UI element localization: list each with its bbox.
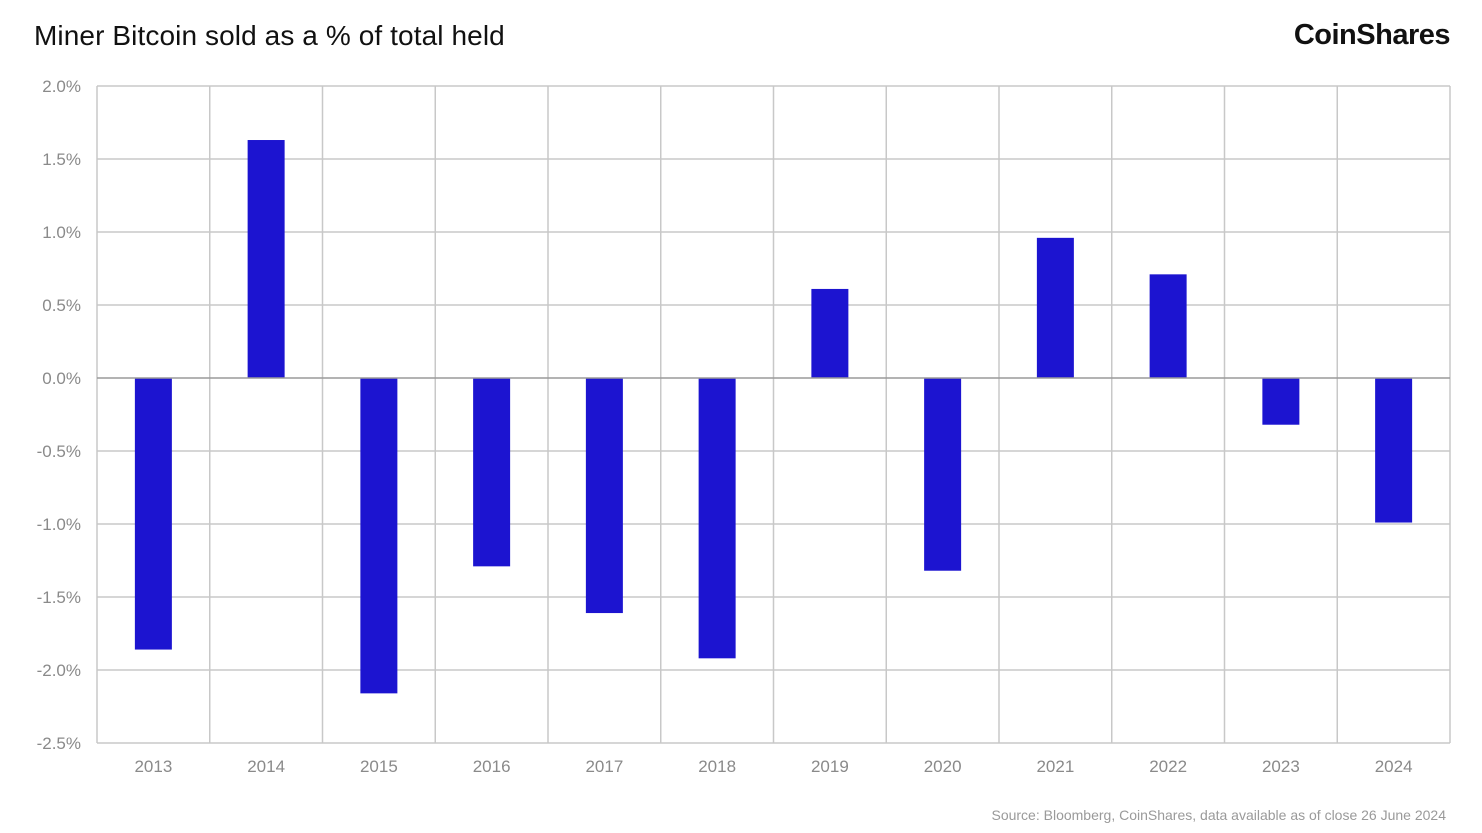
x-tick-label: 2015 [360,757,398,776]
bar-2021 [1036,237,1074,378]
bar-2018 [698,378,736,659]
bar-2019 [811,288,849,378]
brand-logo: CoinShares [1293,19,1451,51]
y-tick-label: 1.0% [42,223,81,242]
y-tick-label: 1.5% [42,150,81,169]
y-tick-label: -0.5% [37,442,81,461]
bar-2022 [1149,274,1187,378]
y-tick-label: 0.0% [42,369,81,388]
grid-lines [96,85,1451,744]
x-axis-tick-labels: 2013 2014 2015 2016 2017 2018 2019 2020 2021 2022… [134,757,1412,776]
x-tick-label: 2017 [585,757,623,776]
y-tick-label: -1.0% [37,515,81,534]
bar-2013 [134,378,172,650]
y-tick-label: 2.0% [42,77,81,96]
y-tick-label: 0.5% [42,296,81,315]
x-tick-label: 2020 [924,757,962,776]
y-tick-label: -1.5% [37,588,81,607]
bar-2024 [1375,378,1413,523]
x-tick-label: 2022 [1149,757,1187,776]
bar-series [134,140,1413,694]
source-note: Source: Bloomberg, CoinShares, data avai… [991,807,1446,823]
x-tick-label: 2024 [1375,757,1413,776]
y-axis-tick-labels: 2.0% 1.5% 1.0% 0.5% 0.0% -0.5% -1.0% -1.5% -2.0%… [37,77,81,753]
bar-2017 [585,378,623,614]
x-tick-label: 2023 [1262,757,1300,776]
y-tick-label: -2.5% [37,734,81,753]
x-tick-label: 2021 [1036,757,1074,776]
bar-2023 [1262,378,1300,425]
x-tick-label: 2018 [698,757,736,776]
x-tick-label: 2013 [134,757,172,776]
bar-2015 [360,378,398,694]
y-tick-label: -2.0% [37,661,81,680]
chart-title: Miner Bitcoin sold as a % of total held [34,20,505,51]
x-tick-label: 2014 [247,757,285,776]
bar-2016 [473,378,511,567]
x-tick-label: 2016 [473,757,511,776]
bar-2014 [247,140,285,378]
x-tick-label: 2019 [811,757,849,776]
bar-2020 [924,378,962,571]
